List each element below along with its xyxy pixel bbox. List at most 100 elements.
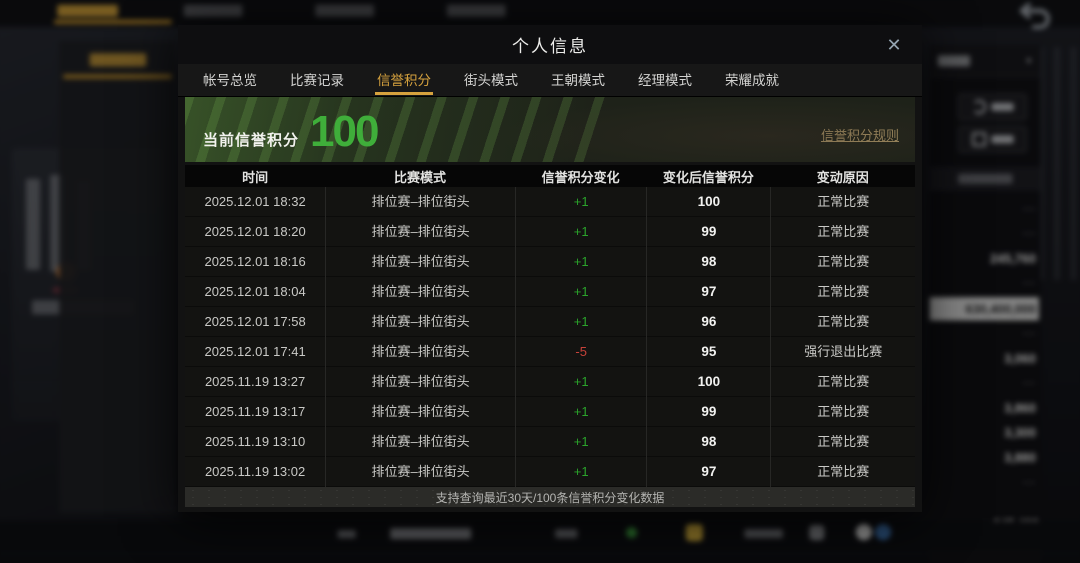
sidebar-button-2[interactable] <box>957 126 1027 153</box>
modal-header: 个人信息 ✕ <box>178 25 922 64</box>
cell-after: 98 <box>646 426 770 457</box>
score-banner: 当前信誉积分 100 信誉积分规则 <box>185 97 915 162</box>
bottom-bar-text <box>390 527 472 540</box>
table-row: 2025.12.01 17:58 排位赛–排位街头 +1 96 正常比赛 <box>185 306 915 337</box>
sidebar-row: --- <box>1022 203 1036 215</box>
cell-change: -5 <box>514 336 646 367</box>
sidebar-button-1-label <box>990 102 1014 111</box>
cell-mode: 排位赛–排位街头 <box>325 186 515 217</box>
sidebar-row: 3,060 <box>1004 351 1036 366</box>
sidebar-button-1[interactable] <box>957 93 1027 121</box>
cell-after: 96 <box>646 306 770 337</box>
cell-change: +1 <box>514 186 646 217</box>
sidebar-value-list: --- --- 245,760 --- 630,400,000 --- 3,060 --- 3,… <box>929 197 1039 495</box>
bottom-bar-text <box>744 528 783 539</box>
modal-title: 个人信息 <box>512 37 588 56</box>
return-arrow-icon[interactable] <box>1016 1 1056 31</box>
close-icon[interactable]: ✕ <box>886 35 902 55</box>
cell-after: 97 <box>646 276 770 307</box>
cell-reason: 正常比赛 <box>770 426 915 457</box>
top-nav-active-underline <box>54 19 172 24</box>
cell-after: 98 <box>646 246 770 277</box>
cell-time: 2025.12.01 18:20 <box>204 223 306 239</box>
modal-tab[interactable]: 信誉积分 <box>375 64 433 97</box>
sidebar-section-header <box>929 166 1041 191</box>
top-nav-tab[interactable] <box>446 4 506 17</box>
cell-change: +1 <box>514 276 646 307</box>
cell-mode: 排位赛–排位街头 <box>325 366 515 397</box>
sidebar-row: 3,300 <box>1004 425 1036 441</box>
table-row: 2025.11.19 13:10 排位赛–排位街头 +1 98 正常比赛 <box>185 426 915 457</box>
score-rules-link[interactable]: 信誉积分规则 <box>820 128 899 143</box>
cell-after: 100 <box>646 366 770 397</box>
sidebar-row: --- <box>1022 377 1036 390</box>
column-header: 变化后信誉积分 <box>662 169 754 185</box>
table-row: 2025.12.01 18:32 排位赛–排位街头 +1 100 正常比赛 <box>185 186 915 217</box>
cell-time: 2025.12.01 17:58 <box>204 313 306 329</box>
score-label: 当前信誉积分 <box>203 132 300 149</box>
arena-lights <box>1037 47 1080 280</box>
cell-change: +1 <box>514 456 646 487</box>
cell-reason: 正常比赛 <box>770 216 915 247</box>
top-nav-tab[interactable] <box>183 4 243 17</box>
modal-tab[interactable]: 比赛记录 <box>290 72 344 88</box>
score-value: 100 <box>310 107 379 156</box>
cell-time: 2025.12.01 18:32 <box>204 193 306 209</box>
top-nav-tab[interactable] <box>315 4 375 17</box>
modal-tab[interactable]: 王朝模式 <box>551 72 605 88</box>
avatar[interactable] <box>874 523 892 541</box>
gold-badge-icon[interactable] <box>685 523 703 542</box>
left-panel-underline <box>63 74 172 79</box>
table-row: 2025.12.01 18:04 排位赛–排位街头 +1 97 正常比赛 <box>185 276 915 307</box>
cell-time: 2025.11.19 13:27 <box>204 373 306 389</box>
cell-mode: 排位赛–排位街头 <box>325 396 515 427</box>
refresh-icon <box>971 99 986 115</box>
table-row: 2025.12.01 18:20 排位赛–排位街头 +1 99 正常比赛 <box>185 216 915 247</box>
footer-note-text: 支持查询最近30天/100条信誉积分变化数据 <box>435 490 665 505</box>
column-header: 时间 <box>242 169 269 185</box>
shield-badge-icon[interactable] <box>809 524 825 541</box>
modal-tab-bar: 帐号总览 比赛记录 信誉积分 街头模式 王朝模式 经理模式 荣耀成就 <box>178 64 922 97</box>
avatar[interactable] <box>855 523 872 541</box>
cell-reason: 正常比赛 <box>770 186 915 217</box>
cell-time: 2025.11.19 13:17 <box>204 403 306 419</box>
sidebar-dropdown[interactable]: ▼ <box>929 45 1041 77</box>
modal-tab[interactable]: 街头模式 <box>464 72 518 88</box>
sidebar-section-label <box>957 173 1013 184</box>
cell-reason: 正常比赛 <box>770 396 915 427</box>
cell-mode: 排位赛–排位街头 <box>325 216 515 247</box>
column-header: 比赛模式 <box>394 169 447 185</box>
cell-mode: 排位赛–排位街头 <box>325 306 515 337</box>
sidebar-row: --- <box>1022 328 1036 340</box>
cell-after: 99 <box>646 216 770 247</box>
top-nav-tab-active[interactable] <box>57 4 118 17</box>
sidebar-row-highlighted: 630,400,000 <box>929 297 1039 321</box>
status-dot-icon <box>626 526 638 539</box>
modal-tab[interactable]: 荣耀成就 <box>725 72 779 88</box>
cell-change: +1 <box>514 246 646 277</box>
modal-footer-note: 支持查询最近30天/100条信誉积分变化数据 <box>185 487 915 507</box>
top-nav-bar <box>0 0 1080 27</box>
cell-after: 99 <box>646 396 770 427</box>
bottom-bar-item <box>337 529 356 539</box>
modal-tab[interactable]: 帐号总览 <box>203 72 257 88</box>
cell-reason: 正常比赛 <box>770 246 915 277</box>
modal-tab[interactable]: 经理模式 <box>638 72 692 88</box>
cell-change: +1 <box>514 396 646 427</box>
table-row: 2025.12.01 18:16 排位赛–排位街头 +1 98 正常比赛 <box>185 246 915 277</box>
sidebar-row: 3,880 <box>1004 450 1036 465</box>
sidebar-row: --- <box>1022 477 1036 489</box>
sidebar-row: 3,860 <box>1004 401 1036 416</box>
chevron-down-icon: ▼ <box>1024 55 1033 65</box>
table-row: 2025.11.19 13:02 排位赛–排位街头 +1 97 正常比赛 <box>185 456 915 487</box>
cell-after: 95 <box>646 336 770 367</box>
cell-time: 2025.12.01 18:04 <box>204 283 306 299</box>
cell-reason: 正常比赛 <box>770 456 915 487</box>
left-panel <box>59 41 176 513</box>
cell-mode: 排位赛–排位街头 <box>325 276 515 307</box>
cell-change: +1 <box>514 366 646 397</box>
table-row: 2025.11.19 13:17 排位赛–排位街头 +1 99 正常比赛 <box>185 396 915 427</box>
cell-time: 2025.12.01 17:41 <box>204 343 306 359</box>
cell-mode: 排位赛–排位街头 <box>325 456 515 487</box>
